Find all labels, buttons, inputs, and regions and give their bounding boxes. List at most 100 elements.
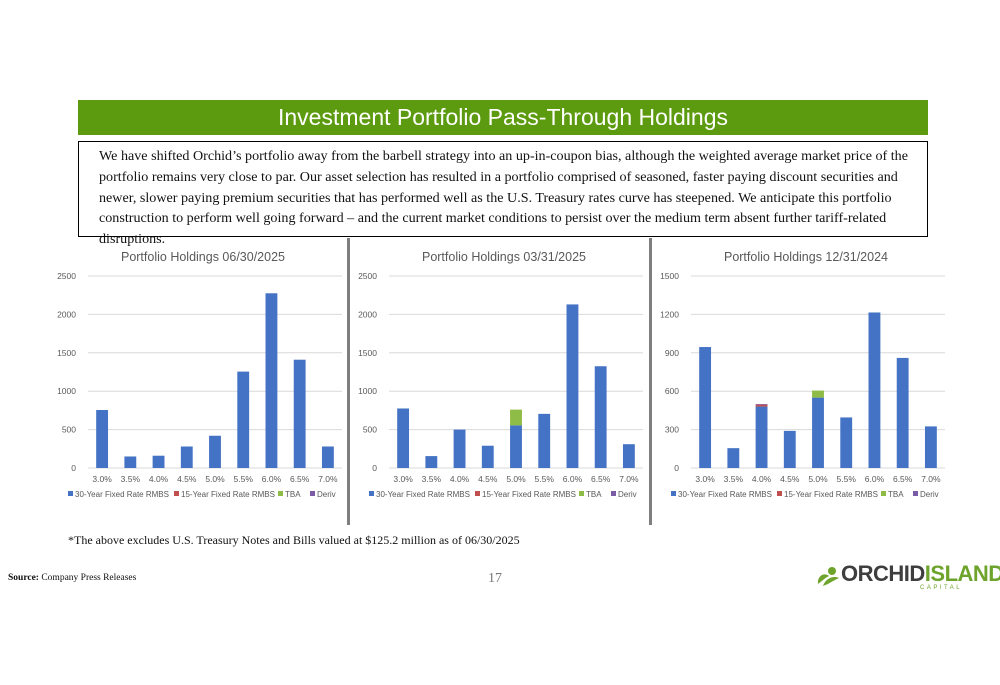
bar-30-year-fixed-rate-rmbs: [265, 293, 278, 468]
legend-swatch: [913, 491, 918, 496]
legend-label: TBA: [586, 490, 602, 499]
bar-30-year-fixed-rate-rmbs: [293, 359, 306, 468]
y-tick-label: 2000: [358, 309, 377, 319]
bar-30-year-fixed-rate-rmbs: [727, 448, 740, 468]
y-tick-label: 2500: [358, 271, 377, 281]
x-tick-label: 5.0%: [808, 474, 828, 484]
x-tick-label: 7.0%: [921, 474, 941, 484]
x-tick-label: 3.0%: [92, 474, 112, 484]
chart-divider-1: [347, 238, 350, 525]
chart-title: Portfolio Holdings 12/31/2024: [724, 250, 888, 264]
source-label: Source:: [8, 573, 39, 583]
source-note: Source: Company Press Releases: [8, 573, 136, 583]
source-text: Company Press Releases: [41, 573, 137, 583]
section-banner: Investment Portfolio Pass-Through Holdin…: [78, 100, 928, 135]
legend-swatch: [611, 491, 616, 496]
x-tick-label: 3.5%: [422, 474, 442, 484]
x-tick-label: 3.5%: [121, 474, 141, 484]
x-tick-label: 4.5%: [478, 474, 498, 484]
bar-30-year-fixed-rate-rmbs: [840, 417, 853, 468]
x-tick-label: 4.0%: [149, 474, 169, 484]
y-tick-label: 300: [665, 425, 679, 435]
bar-30-year-fixed-rate-rmbs: [622, 444, 635, 468]
y-tick-label: 1000: [57, 386, 76, 396]
legend-label: 15-Year Fixed Rate RMBS: [482, 490, 576, 499]
x-tick-label: 5.5%: [234, 474, 254, 484]
x-tick-label: 3.0%: [695, 474, 715, 484]
bar-30-year-fixed-rate-rmbs: [453, 429, 466, 468]
x-tick-label: 7.0%: [318, 474, 338, 484]
bar-30-year-fixed-rate-rmbs: [180, 446, 193, 468]
y-tick-label: 1500: [57, 348, 76, 358]
bar-30-year-fixed-rate-rmbs: [896, 357, 909, 468]
x-tick-label: 7.0%: [619, 474, 639, 484]
legend-swatch: [777, 491, 782, 496]
chart-holdings-2024-12: Portfolio Holdings 12/31/2024 0 300 600 900 1…: [660, 250, 945, 499]
legend-label: 15-Year Fixed Rate RMBS: [181, 490, 275, 499]
y-tick-label: 1200: [660, 309, 679, 319]
bar-30-year-fixed-rate-rmbs: [594, 366, 607, 468]
y-tick-label: 1000: [358, 386, 377, 396]
bar-30-year-fixed-rate-rmbs: [152, 455, 165, 468]
x-tick-label: 5.0%: [506, 474, 526, 484]
company-logo: ORCHIDISLAND CAPITAL: [815, 561, 1000, 593]
x-tick-label: 5.5%: [535, 474, 555, 484]
x-tick-label: 5.5%: [837, 474, 857, 484]
legend-swatch: [671, 491, 676, 496]
x-tick-label: 4.0%: [752, 474, 772, 484]
y-tick-label: 900: [665, 348, 679, 358]
bar-30-year-fixed-rate-rmbs: [699, 347, 712, 468]
chart-divider-2: [649, 238, 652, 525]
x-tick-label: 5.0%: [205, 474, 225, 484]
bar-30-year-fixed-rate-rmbs: [868, 312, 881, 468]
x-tick-label: 6.5%: [290, 474, 310, 484]
legend-label: Deriv: [317, 490, 336, 499]
logo-wordmark: ORCHIDISLAND: [841, 561, 1000, 587]
orchid-flower-icon: [817, 567, 839, 586]
bar-30-year-fixed-rate-rmbs: [812, 397, 824, 468]
legend-swatch: [475, 491, 480, 496]
logo-subtitle: CAPITAL: [920, 585, 963, 591]
y-tick-label: 500: [62, 425, 76, 435]
bar-30-year-fixed-rate-rmbs: [321, 446, 334, 468]
y-tick-label: 1500: [660, 271, 679, 281]
x-tick-label: 3.0%: [393, 474, 413, 484]
y-tick-label: 0: [674, 463, 679, 473]
footnote: *The above excludes U.S. Treasury Notes …: [68, 533, 520, 547]
legend-label: TBA: [285, 490, 301, 499]
bar-tba: [812, 390, 824, 398]
legend-label: 30-Year Fixed Rate RMBS: [75, 490, 169, 499]
legend-swatch: [369, 491, 374, 496]
legend-label: Deriv: [920, 490, 939, 499]
legend-label: 15-Year Fixed Rate RMBS: [784, 490, 878, 499]
legend-swatch: [881, 491, 886, 496]
y-tick-label: 600: [665, 386, 679, 396]
x-tick-label: 6.5%: [893, 474, 913, 484]
legend-label: Deriv: [618, 490, 637, 499]
bar-30-year-fixed-rate-rmbs: [924, 426, 937, 468]
y-tick-label: 0: [372, 463, 377, 473]
legend-label: 30-Year Fixed Rate RMBS: [678, 490, 772, 499]
bar-30-year-fixed-rate-rmbs: [510, 425, 522, 468]
bar-30-year-fixed-rate-rmbs: [397, 408, 410, 468]
summary-box: We have shifted Orchid’s portfolio away …: [78, 141, 928, 247]
x-tick-label: 4.5%: [780, 474, 800, 484]
legend-swatch: [278, 491, 283, 496]
bar-30-year-fixed-rate-rmbs: [755, 406, 768, 468]
banner-title: Investment Portfolio Pass-Through Holdin…: [278, 104, 728, 130]
y-tick-label: 1500: [358, 348, 377, 358]
bar-30-year-fixed-rate-rmbs: [124, 456, 137, 468]
bar-30-year-fixed-rate-rmbs: [425, 456, 438, 468]
legend-label: 30-Year Fixed Rate RMBS: [376, 490, 470, 499]
legend-label: TBA: [888, 490, 904, 499]
bar-deriv: [755, 404, 768, 405]
x-tick-label: 6.0%: [563, 474, 583, 484]
legend-swatch: [310, 491, 315, 496]
x-tick-label: 6.0%: [262, 474, 282, 484]
bar-15-year-fixed-rate-rmbs: [755, 404, 768, 407]
y-tick-label: 0: [71, 463, 76, 473]
x-tick-label: 6.0%: [865, 474, 885, 484]
bar-tba: [510, 409, 522, 426]
chart-holdings-2025-06: Portfolio Holdings 06/30/2025 0 500 1000 150…: [57, 250, 342, 499]
summary-text: We have shifted Orchid’s portfolio away …: [99, 148, 908, 248]
